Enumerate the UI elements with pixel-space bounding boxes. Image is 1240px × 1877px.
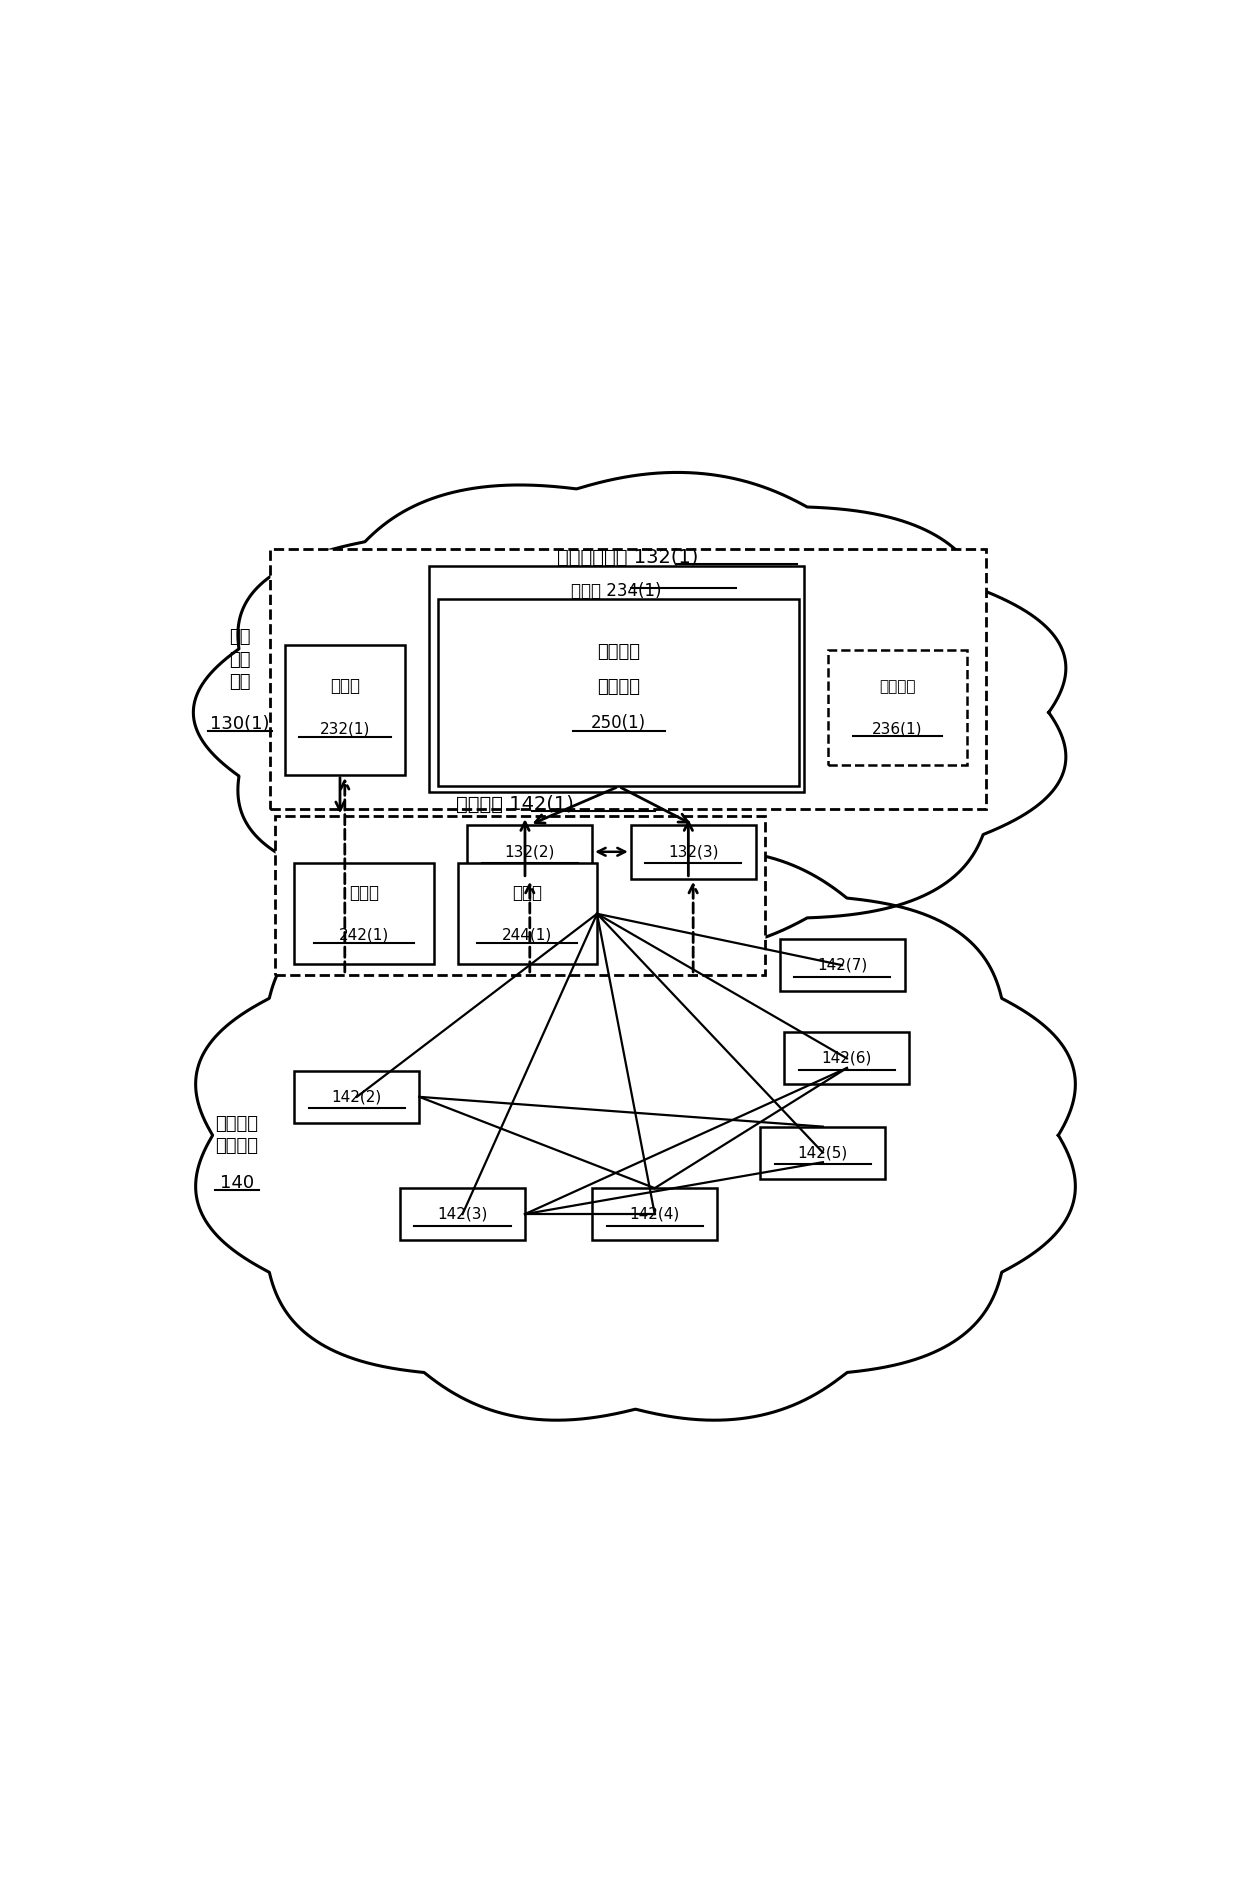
FancyBboxPatch shape — [294, 1072, 419, 1122]
Text: 142(6): 142(6) — [822, 1051, 872, 1066]
FancyBboxPatch shape — [828, 649, 967, 766]
Text: 130(1): 130(1) — [210, 715, 269, 734]
Text: 处理器: 处理器 — [330, 678, 360, 694]
Text: 数据存储节点 132(1): 数据存储节点 132(1) — [557, 548, 698, 567]
FancyBboxPatch shape — [429, 567, 804, 792]
Text: 处理器: 处理器 — [348, 884, 379, 901]
FancyBboxPatch shape — [760, 1126, 885, 1179]
Text: 系统数据
协调引擎: 系统数据 协调引擎 — [216, 1115, 258, 1156]
FancyBboxPatch shape — [785, 1032, 909, 1085]
FancyBboxPatch shape — [458, 863, 596, 965]
Text: 处理节点 142(1): 处理节点 142(1) — [456, 796, 574, 815]
Text: 存储器: 存储器 — [512, 884, 542, 901]
Text: 存储设备: 存储设备 — [879, 679, 915, 694]
Text: 250(1): 250(1) — [591, 715, 646, 732]
FancyBboxPatch shape — [593, 1188, 717, 1241]
FancyBboxPatch shape — [285, 646, 404, 775]
Text: 244(1): 244(1) — [502, 927, 553, 942]
FancyBboxPatch shape — [439, 599, 799, 786]
Text: 142(5): 142(5) — [797, 1145, 848, 1160]
Text: 142(2): 142(2) — [331, 1089, 382, 1104]
Text: 140: 140 — [219, 1175, 254, 1192]
FancyBboxPatch shape — [780, 938, 905, 991]
FancyBboxPatch shape — [270, 550, 986, 809]
FancyBboxPatch shape — [631, 824, 755, 878]
Text: 242(1): 242(1) — [339, 927, 389, 942]
Text: 存储器 234(1): 存储器 234(1) — [572, 582, 661, 601]
FancyBboxPatch shape — [294, 863, 434, 965]
Polygon shape — [196, 850, 1075, 1421]
Text: 142(7): 142(7) — [817, 957, 867, 972]
Text: 132(2): 132(2) — [505, 845, 556, 860]
Text: 142(4): 142(4) — [630, 1207, 680, 1222]
FancyBboxPatch shape — [275, 816, 765, 974]
Text: 236(1): 236(1) — [872, 721, 923, 736]
Text: 协调引擎: 协调引擎 — [598, 678, 640, 696]
Polygon shape — [193, 473, 1066, 952]
Text: 232(1): 232(1) — [320, 723, 370, 738]
Text: 数据存储: 数据存储 — [598, 644, 640, 661]
Text: 142(3): 142(3) — [438, 1207, 487, 1222]
Text: 132(3): 132(3) — [668, 845, 718, 860]
FancyBboxPatch shape — [467, 824, 593, 878]
Text: 数据
存储
集群: 数据 存储 集群 — [229, 629, 250, 691]
FancyBboxPatch shape — [401, 1188, 525, 1241]
